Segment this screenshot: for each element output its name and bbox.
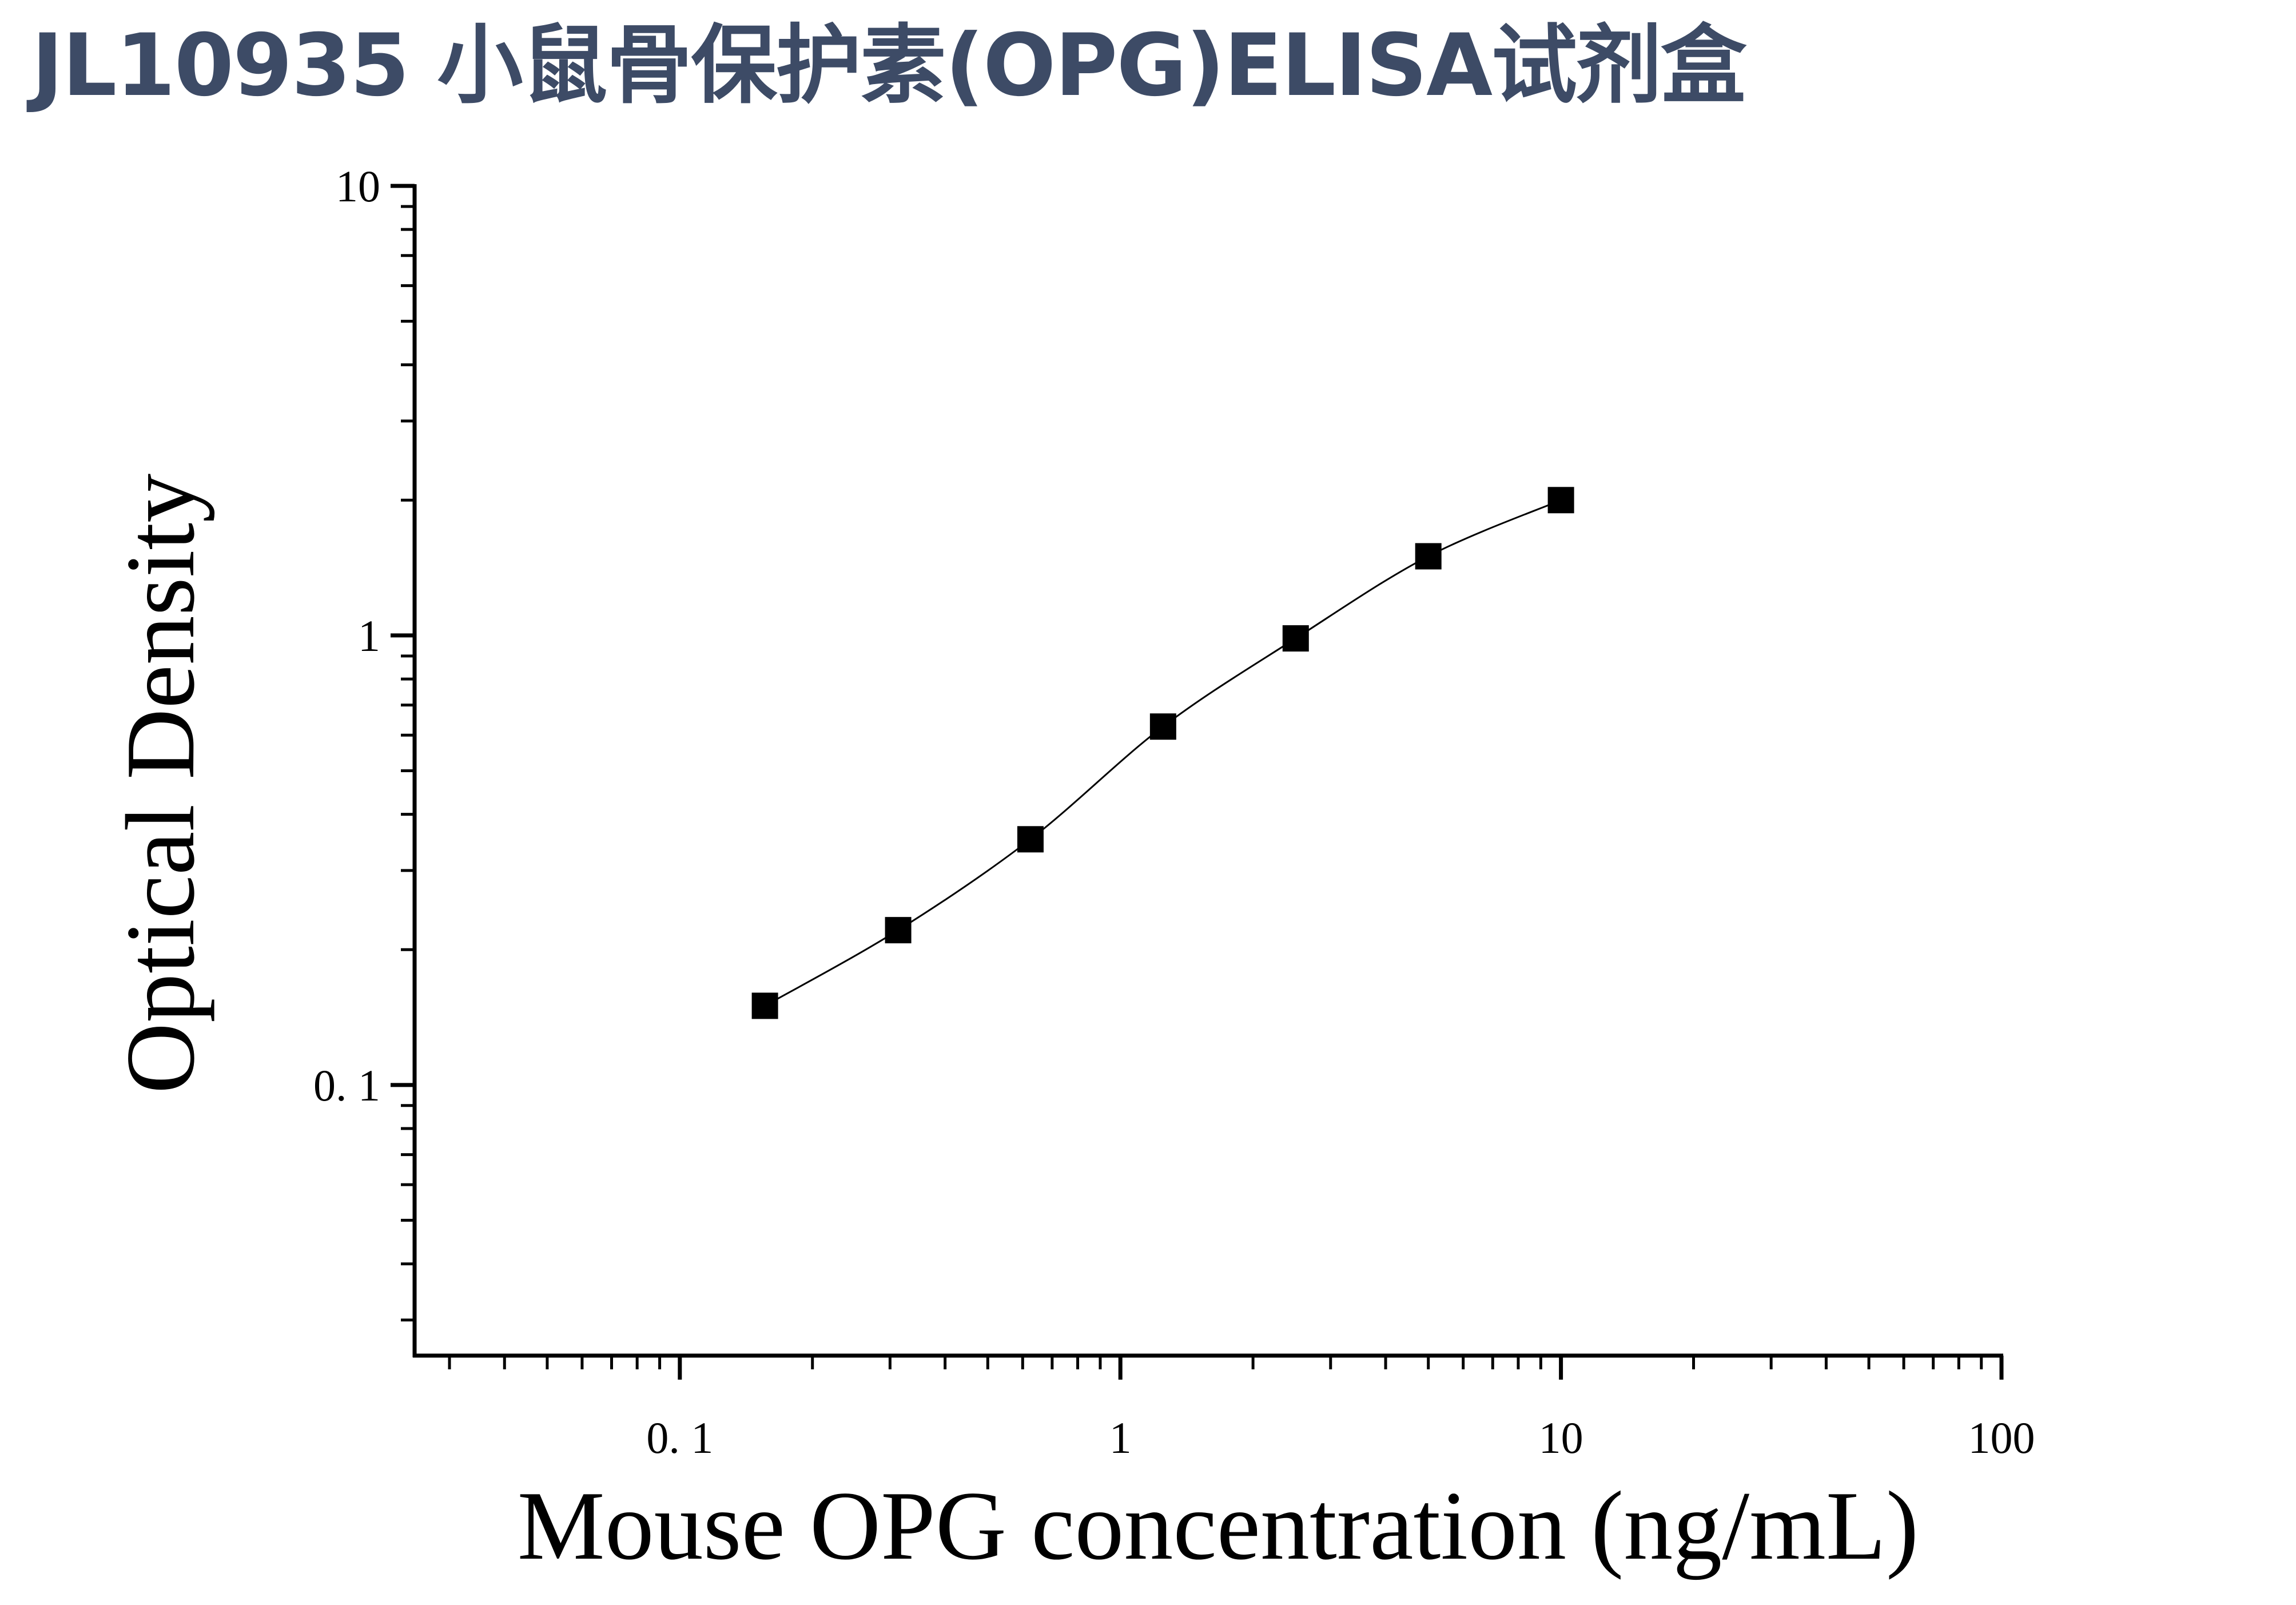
x-axis-title: Mouse OPG concentration (ng/mL) <box>518 1472 1919 1580</box>
data-point <box>1415 543 1442 570</box>
y-tick-label: 0. 1 <box>313 1060 380 1110</box>
chart-title: JL10935 小鼠骨保护素(OPG)ELISA试剂盒 <box>31 16 1746 116</box>
fit-curve <box>764 499 1562 1007</box>
y-axis-title: Optical Density <box>106 474 215 1094</box>
fit-curve-layer <box>764 499 1562 1007</box>
data-point <box>885 917 912 944</box>
data-point <box>1547 487 1574 514</box>
data-point <box>1017 826 1044 853</box>
x-tick-label: 10 <box>1539 1413 1583 1463</box>
x-tick-label: 0. 1 <box>646 1413 713 1463</box>
y-tick-label: 1 <box>358 611 380 661</box>
data-point <box>1149 713 1176 740</box>
axes: 0. 1 1 10 100 0. 1 1 10 <box>313 161 2035 1463</box>
data-points-layer <box>751 487 1574 1019</box>
data-point <box>751 992 778 1019</box>
y-tick-label: 10 <box>336 161 380 211</box>
x-tick-label: 1 <box>1109 1413 1132 1463</box>
data-point <box>1282 625 1309 652</box>
x-tick-label: 100 <box>1968 1413 2035 1463</box>
